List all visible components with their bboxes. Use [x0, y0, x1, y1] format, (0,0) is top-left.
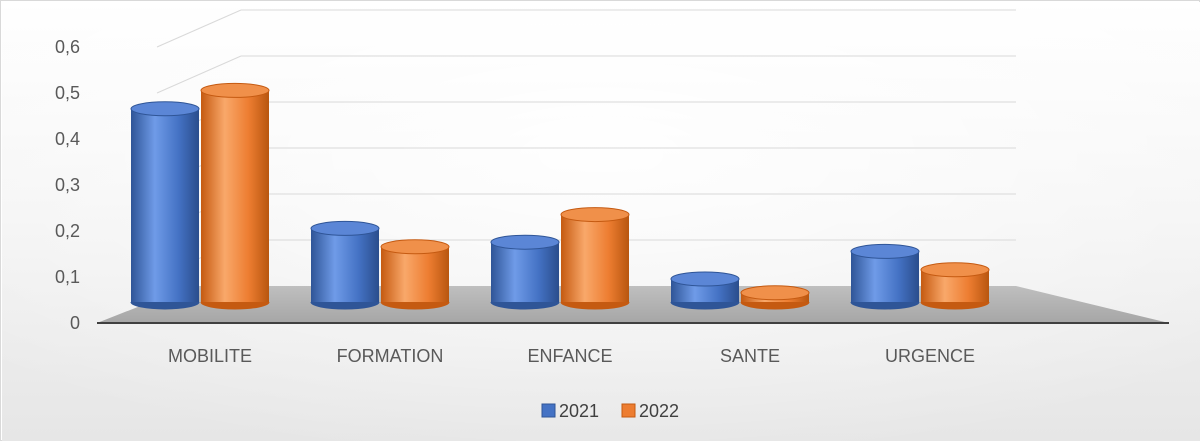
legend-item: 2021 [541, 401, 599, 421]
legend-label: 2021 [559, 401, 599, 421]
x-category-label: MOBILITE [168, 346, 252, 366]
bar-bottom-edge [670, 301, 740, 310]
bar-body [311, 228, 379, 302]
bar-top [740, 285, 810, 301]
legend-item: 2022 [621, 401, 679, 421]
bar-bottom-edge [380, 301, 450, 310]
bar [130, 101, 200, 310]
bar-top [850, 243, 920, 259]
bar-top [130, 101, 200, 117]
bar [670, 271, 740, 310]
bar [310, 220, 380, 310]
legend-swatch [621, 403, 636, 418]
bar-top [920, 262, 990, 278]
bar-bottom-edge [740, 301, 810, 310]
bar [920, 262, 990, 310]
gridline-side [156, 9, 242, 48]
y-tick-label: 0,4 [55, 129, 80, 149]
bar [560, 207, 630, 310]
bar [490, 234, 560, 310]
bar [380, 239, 450, 310]
y-tick-label: 0 [70, 313, 80, 333]
bar-body [201, 90, 269, 303]
bar-body [381, 246, 449, 302]
bar-body [131, 108, 199, 302]
bar-bottom-edge [560, 301, 630, 310]
legend: 2021 2022 [541, 401, 679, 421]
bar-bottom-edge [920, 301, 990, 310]
x-category-label: FORMATION [337, 346, 444, 366]
bar-bottom-edge [130, 301, 200, 310]
y-tick-label: 0,6 [55, 37, 80, 57]
bars [130, 82, 990, 310]
bar-body [561, 214, 629, 302]
y-tick-label: 0,5 [55, 83, 80, 103]
x-category-label: ENFANCE [527, 346, 612, 366]
x-category-label: URGENCE [885, 346, 975, 366]
bar-bottom-edge [200, 301, 270, 310]
bar-body [491, 242, 559, 302]
legend-label: 2022 [639, 401, 679, 421]
axis-labels: 0 0,1 0,2 0,3 0,4 0,5 0,6 MOBILITE FORMATION ENFA… [55, 37, 975, 366]
bar-bottom-edge [490, 301, 560, 310]
bar [740, 285, 810, 310]
bar [200, 82, 270, 310]
legend-swatch [541, 403, 556, 418]
bar-top [490, 234, 560, 250]
bar-top [380, 239, 450, 255]
bar-bottom-edge [310, 301, 380, 310]
bar-top [670, 271, 740, 287]
bar-top [560, 207, 630, 223]
y-tick-label: 0,2 [55, 221, 80, 241]
y-tick-label: 0,1 [55, 267, 80, 287]
bar-bottom-edge [850, 301, 920, 310]
bar-top [200, 82, 270, 98]
bar [850, 243, 920, 310]
bar-body [851, 251, 919, 302]
y-tick-label: 0,3 [55, 175, 80, 195]
x-category-label: SANTE [720, 346, 780, 366]
bar-top [310, 220, 380, 236]
gridline-side [156, 55, 242, 94]
